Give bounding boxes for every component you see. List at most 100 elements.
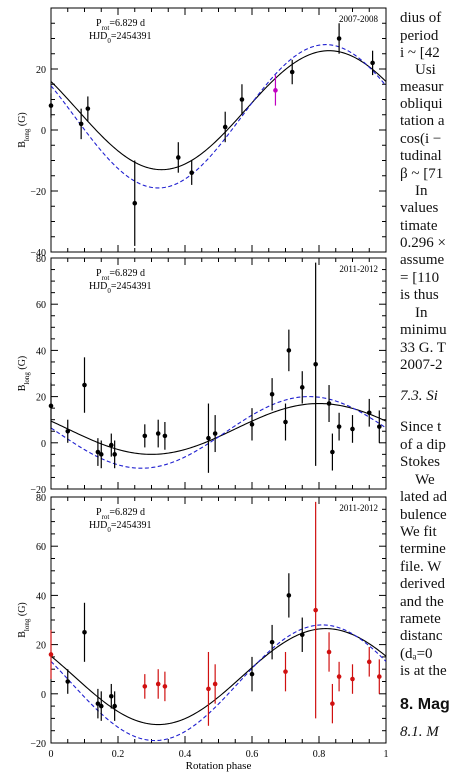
model-curve-solid (51, 628, 386, 726)
model-curve-dashed (51, 624, 386, 742)
data-point (377, 424, 382, 429)
x-tick-label: 0 (49, 749, 54, 760)
data-point (286, 593, 292, 598)
data-point (82, 630, 87, 635)
data-point (212, 431, 218, 436)
y-tick-label: 20 (36, 393, 46, 404)
data-point (212, 681, 218, 687)
data-point (370, 60, 375, 66)
side-text-line: period (400, 28, 439, 44)
side-text-line: cos(i − (400, 131, 442, 147)
side-text-line: ramete (400, 611, 441, 627)
side-text-line: obliqui (400, 96, 443, 112)
x-tick-label: 0.2 (112, 749, 125, 760)
data-point (377, 674, 382, 679)
side-text-line: 0.296 × (400, 235, 446, 251)
x-tick-label: 1 (384, 749, 389, 760)
side-text-line: 33 G. T (400, 340, 446, 356)
model-curve-dashed (51, 44, 386, 189)
data-point (112, 452, 117, 457)
data-point (48, 403, 54, 409)
data-point (350, 676, 355, 682)
plot-frame (50, 7, 387, 253)
data-point (65, 428, 71, 434)
data-point (366, 659, 372, 665)
y-tick-label: 60 (36, 542, 46, 553)
y-axis-label: Blong (G) (17, 356, 31, 392)
y-tick-label: −20 (30, 187, 46, 198)
data-point (336, 674, 342, 679)
data-point (85, 106, 91, 111)
side-text-line: termine (400, 541, 446, 557)
y-tick-label: −40 (30, 248, 46, 259)
side-text-line: 2007-2 (400, 357, 443, 373)
y-tick-label: 80 (36, 254, 46, 265)
data-point (48, 652, 54, 657)
data-point (155, 681, 161, 687)
y-tick-label: 20 (36, 641, 46, 652)
side-text-line: timate (400, 218, 438, 234)
data-point (162, 433, 168, 439)
side-text-line: Usi (415, 62, 436, 78)
data-point (95, 449, 101, 455)
data-point (330, 701, 335, 706)
side-text-line: is thus (400, 287, 439, 303)
side-text-line: measur (400, 79, 444, 95)
side-text-line: bulence (400, 507, 447, 523)
side-text-line: β ~ [71 (400, 166, 444, 182)
side-text-line: Since t (400, 419, 442, 435)
y-tick-label: 60 (36, 300, 46, 311)
data-point (289, 69, 295, 75)
side-text-line: tudinal (400, 148, 442, 164)
side-text-line: We fit (400, 524, 437, 540)
data-point (313, 607, 318, 613)
legend-epoch: HJD0=2454391 (89, 520, 151, 534)
y-tick-label: 80 (36, 493, 46, 504)
side-text-line: of a dip (400, 437, 446, 453)
y-axis-label: Blong (G) (17, 602, 31, 638)
y-tick-label: 40 (36, 346, 46, 357)
data-point (269, 639, 275, 645)
data-point (350, 426, 355, 432)
data-point (155, 431, 161, 436)
data-point (366, 410, 372, 416)
data-point (299, 385, 305, 390)
data-point (82, 382, 87, 388)
data-point (249, 422, 255, 427)
legend-period: Prot=6.829 d (96, 268, 145, 282)
side-text-line: Stokes (400, 454, 441, 470)
data-point (283, 669, 288, 674)
data-point (98, 703, 104, 709)
y-tick-label: 40 (36, 591, 46, 602)
side-text-line: file. W (400, 559, 442, 575)
data-point (162, 684, 168, 689)
panel-subtitle: 2011-2012 (339, 503, 378, 513)
data-point (206, 435, 211, 441)
side-text-line: tation a (400, 113, 445, 129)
data-point (142, 684, 148, 689)
y-tick-label: 20 (36, 65, 46, 76)
data-point (286, 348, 292, 353)
side-text-line: = [110 (400, 270, 440, 286)
side-text-line: We (415, 472, 435, 488)
data-point (78, 121, 84, 127)
data-point (95, 701, 101, 706)
data-point (176, 155, 181, 160)
chart-panel-2: −20 0 20 40 60 80 Blong (G) 2011-2012 Prot=6.829… (17, 254, 387, 496)
data-point (48, 103, 54, 108)
data-point (222, 124, 228, 130)
side-text-line: 8.1. M (400, 724, 439, 740)
side-text-line: In (415, 305, 428, 321)
side-text-line: and the (400, 594, 444, 610)
side-text-line: distanc (400, 628, 443, 644)
side-text-line: lated ad (400, 489, 448, 505)
data-point (326, 401, 332, 406)
side-text-line: values (400, 200, 439, 216)
side-text-line: 8. Mag (400, 696, 450, 713)
data-point (283, 419, 288, 425)
y-axis-label: Blong (G) (17, 112, 31, 148)
data-point (330, 449, 335, 455)
data-point (313, 361, 318, 367)
data-point (132, 200, 138, 206)
